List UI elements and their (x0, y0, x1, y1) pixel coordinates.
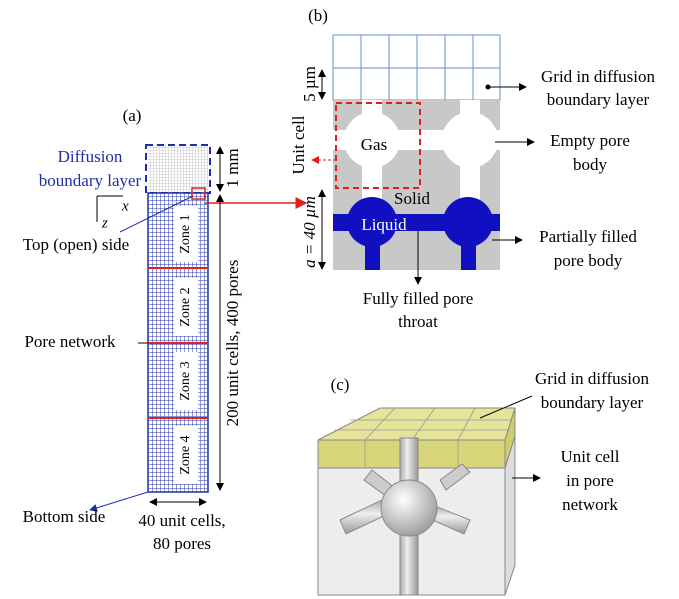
panel-c: (c) Grid in diffusion boundary layer Uni… (318, 369, 649, 595)
label: z (101, 215, 108, 231)
label: Zone 3 (178, 361, 193, 400)
shape-polygon (318, 408, 515, 440)
label: boundary layer (547, 90, 650, 109)
label: Unit cell (560, 447, 619, 466)
label: a = 40 µm (300, 196, 319, 268)
label: Grid in diffusion (541, 67, 655, 86)
label: Empty pore (550, 131, 630, 150)
shape-path (97, 196, 123, 222)
label: Diffusion (58, 147, 123, 166)
figure: (a) Zone 1 Zone 2 Zone 3 Zone 4 1 mm 200… (0, 0, 679, 599)
label: in pore (566, 471, 614, 490)
panel-a: (a) Zone 1 Zone 2 Zone 3 Zone 4 1 mm 200… (23, 106, 306, 553)
panel-b: (b) Gas Solid Liquid Unit cell 5 µm a = … (289, 6, 656, 331)
label: 80 pores (153, 534, 211, 553)
label: Liquid (361, 215, 407, 234)
label: Unit cell (289, 115, 308, 174)
label: body (573, 155, 608, 174)
label: (c) (331, 375, 350, 394)
label: Gas (361, 135, 387, 154)
label: boundary layer (541, 393, 644, 412)
label: pore body (554, 251, 623, 270)
label: Top (open) side (23, 235, 129, 254)
label: throat (398, 312, 438, 331)
label: (b) (308, 6, 328, 25)
label: Zone 1 (178, 214, 193, 253)
group (333, 35, 500, 100)
label: 5 µm (300, 66, 319, 102)
label: Zone 2 (178, 287, 193, 326)
shape-circle (442, 112, 498, 168)
label: x (121, 198, 129, 214)
label: Zone 4 (178, 435, 193, 474)
label: Bottom side (23, 507, 106, 526)
label: 40 unit cells, (138, 511, 225, 530)
shape-path (333, 35, 500, 100)
shape-circle (381, 480, 437, 536)
label: 200 unit cells, 400 pores (223, 260, 242, 427)
label: (a) (123, 106, 142, 125)
label: 1 mm (223, 148, 242, 187)
label: Solid (394, 189, 430, 208)
shape-rect (148, 145, 208, 193)
shape-circle (443, 197, 493, 247)
label: Partially filled (539, 227, 637, 246)
label: Pore network (24, 332, 116, 351)
label: Grid in diffusion (535, 369, 649, 388)
label: Fully filled pore (363, 289, 473, 308)
label: network (562, 495, 618, 514)
label: boundary layer (39, 171, 142, 190)
